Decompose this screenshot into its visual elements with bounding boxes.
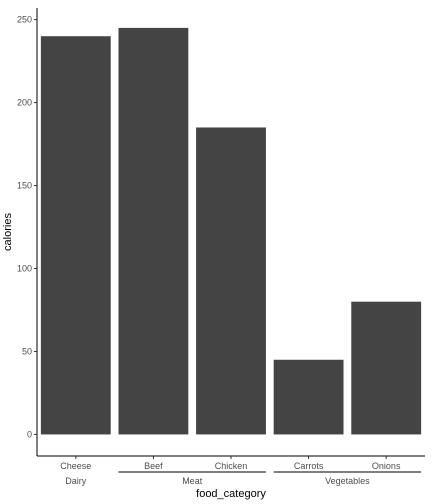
- y-tick-label: 200: [17, 98, 32, 108]
- y-tick-label: 100: [17, 264, 32, 274]
- group-label: Dairy: [65, 476, 87, 486]
- y-tick-label: 0: [27, 429, 32, 439]
- y-axis-title: calories: [2, 213, 14, 251]
- x-tick-label: Cheese: [60, 461, 91, 471]
- x-tick-label: Carrots: [294, 461, 324, 471]
- bar-chicken: [196, 127, 266, 435]
- bars: [40, 27, 422, 435]
- y-tick-label: 150: [17, 181, 32, 191]
- x-tick-label: Chicken: [215, 461, 248, 471]
- x-axis-ticks: Cheese Beef Chicken Carrots Onions: [60, 456, 401, 471]
- bar-carrots: [273, 359, 344, 435]
- x-axis-title: food_category: [196, 488, 266, 500]
- bar-onions: [351, 301, 422, 435]
- y-axis-ticks: 0 50 100 150 200 250: [17, 15, 37, 439]
- x-tick-label: Onions: [372, 461, 401, 471]
- y-tick-label: 50: [22, 346, 32, 356]
- group-label: Meat: [182, 476, 203, 486]
- category-groups: Dairy Meat Vegetables: [65, 471, 422, 486]
- y-tick-label: 250: [17, 15, 32, 25]
- bar-beef: [118, 27, 189, 435]
- x-tick-label: Beef: [144, 461, 163, 471]
- group-label: Vegetables: [325, 476, 370, 486]
- bar-cheese: [40, 36, 111, 435]
